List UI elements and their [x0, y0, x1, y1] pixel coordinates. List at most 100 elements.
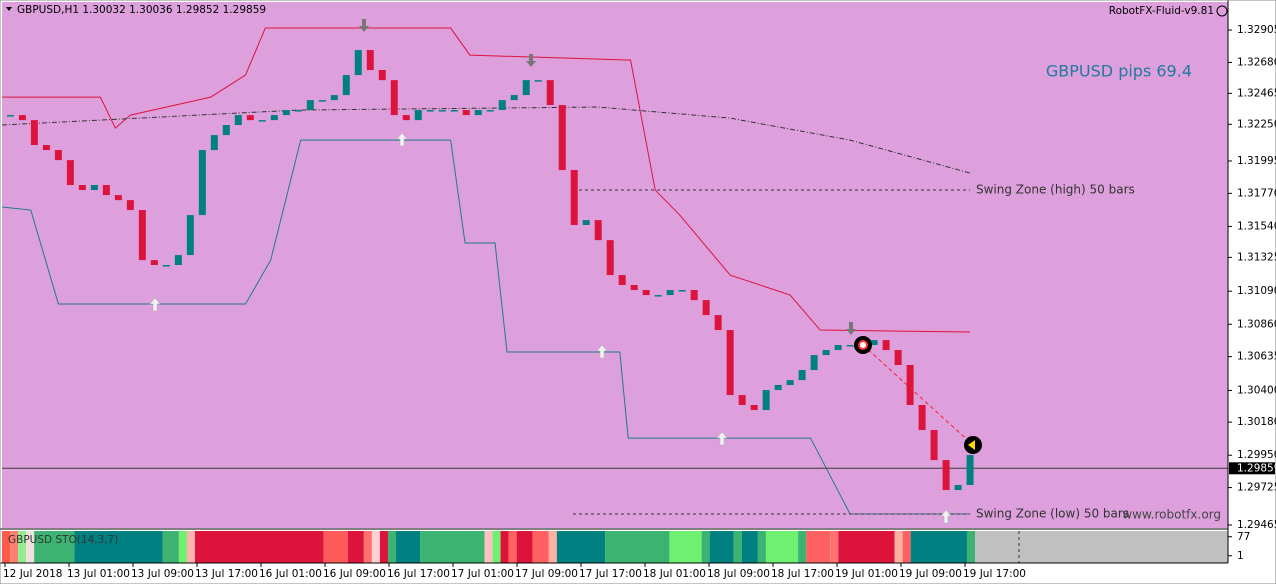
y-tick-label: 1.32680: [1237, 56, 1276, 68]
candle: [318, 100, 326, 102]
candle: [330, 95, 338, 101]
down-arrow: [846, 322, 856, 335]
candle: [690, 290, 698, 301]
y-tick-label: 1.31995: [1237, 155, 1276, 167]
y-tick-label: 1.29465: [1237, 519, 1276, 531]
candle: [678, 290, 686, 292]
down-arrows: [359, 19, 856, 335]
candle: [702, 300, 710, 316]
x-tick-label: 18 Jul 01:00: [643, 568, 706, 580]
x-tick-label: 13 Jul 09:00: [131, 568, 194, 580]
y-tick-label: 1.31325: [1237, 251, 1276, 263]
sto-segment: [379, 531, 388, 563]
candle: [306, 100, 314, 111]
candle: [642, 290, 650, 296]
x-tick-label: 17 Jul 17:00: [579, 568, 642, 580]
candle: [162, 265, 170, 267]
candle: [762, 390, 770, 411]
candle: [726, 330, 734, 396]
y-tick-label: 1.30860: [1237, 318, 1276, 330]
website: www.robotfx.org: [1122, 508, 1221, 522]
up-arrows: [149, 132, 952, 524]
y-tick-label: 1.30635: [1237, 351, 1276, 363]
candle: [798, 370, 806, 381]
indicator-line: [1, 106, 971, 174]
candle: [378, 70, 386, 81]
candle: [918, 404, 926, 431]
up-arrow: [596, 344, 608, 359]
candle: [738, 395, 746, 405]
smiley-icon: [1216, 5, 1228, 17]
candle: [282, 110, 290, 116]
candle: [90, 185, 98, 191]
candle: [894, 350, 902, 365]
candle: [414, 110, 422, 121]
menu-icon[interactable]: [6, 7, 12, 11]
x-tick-label: 16 Jul 17:00: [387, 568, 450, 580]
down-arrow: [359, 19, 369, 32]
y-tick-label: 1.32250: [1237, 118, 1276, 130]
candle: [510, 95, 518, 101]
candle: [630, 284, 638, 291]
sto-segment: [484, 531, 493, 563]
candle: [438, 110, 446, 112]
signal-line: [862, 344, 974, 446]
candle: [174, 255, 182, 265]
sto-segment: [966, 531, 975, 563]
sto-segment: [387, 531, 397, 563]
candle: [930, 430, 938, 461]
signal-marker: [968, 440, 975, 450]
y-tick-label: 1.29725: [1237, 482, 1276, 494]
candle: [42, 145, 50, 151]
up-arrow: [716, 431, 728, 446]
candle: [834, 344, 842, 351]
candle: [810, 355, 818, 371]
candle: [222, 125, 230, 136]
sto-segment: [508, 531, 517, 563]
candle: [618, 275, 626, 285]
plot-background: [2, 2, 1228, 528]
sto-segment: [371, 531, 380, 563]
indicator-line: [1, 139, 971, 515]
candle: [402, 115, 410, 121]
candle: [954, 484, 962, 491]
up-arrow: [149, 297, 161, 312]
candle: [78, 185, 86, 191]
y-tick-label: 1.29950: [1237, 449, 1276, 461]
x-tick-label: 17 Jul 01:00: [451, 568, 514, 580]
sto-segment: [910, 531, 967, 563]
candle: [870, 340, 878, 345]
candle: [882, 340, 890, 351]
candle: [186, 215, 194, 256]
plot-layer: [1, 27, 1228, 563]
swing-zone-label: Swing Zone (low) 50 bars: [976, 507, 1129, 521]
y-tick-label: 1.32905: [1237, 24, 1276, 36]
swing-zone-label: Swing Zone (high) 50 bars: [976, 183, 1135, 197]
sto-segment: [532, 531, 549, 563]
candle: [522, 80, 530, 96]
candle: [270, 115, 278, 121]
candle: [366, 50, 374, 71]
x-tick-label: 18 Jul 17:00: [771, 568, 834, 580]
sto-segment: [701, 531, 710, 563]
sto-segment: [347, 531, 364, 563]
candle: [210, 135, 218, 151]
indicator-line: [2, 27, 971, 333]
candle: [666, 290, 674, 296]
candle: [714, 315, 722, 331]
candle: [390, 80, 398, 116]
candle: [54, 150, 62, 161]
x-tick-label: 13 Jul 01:00: [67, 568, 130, 580]
price-label-box: [1229, 462, 1275, 475]
x-tick-label: 12 Jul 2018: [3, 568, 62, 580]
candle: [198, 150, 206, 216]
current-price-label: 1.29859: [1237, 462, 1276, 474]
sto-segment: [492, 531, 501, 563]
candle: [594, 220, 602, 241]
candle: [906, 364, 914, 405]
down-arrow: [526, 54, 536, 67]
sto-segment: [186, 531, 195, 563]
candle: [114, 195, 122, 201]
candle: [246, 115, 254, 121]
